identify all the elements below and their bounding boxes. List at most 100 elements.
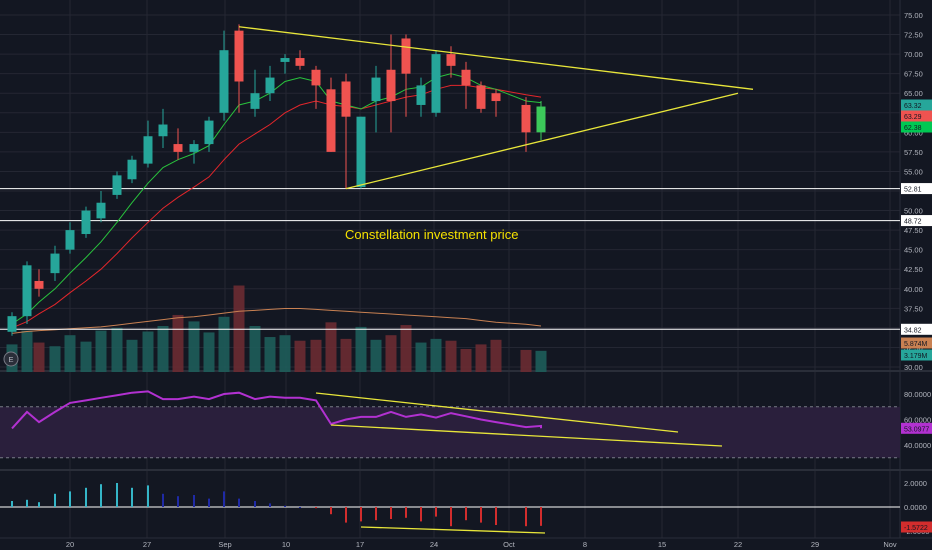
macd-histogram-bar [269, 503, 271, 507]
macd-panel [0, 483, 900, 534]
candle-body [491, 93, 501, 102]
candle-body [112, 175, 122, 195]
candle-body [204, 120, 214, 145]
volume-bar [370, 339, 382, 372]
macd-histogram-bar [177, 496, 179, 507]
macd-histogram-bar [100, 484, 102, 507]
volume-bar [264, 337, 276, 372]
candle-body [521, 104, 531, 133]
rsi-trendline-lower [330, 424, 723, 447]
candle-body [280, 58, 290, 62]
candle [536, 101, 546, 141]
badge-volume-ma-label: 5.874M [904, 341, 928, 348]
x-tick-label: 27 [143, 540, 151, 549]
price-tick-label: 42.50 [904, 265, 923, 274]
candle-body [341, 81, 351, 117]
earnings-marker-label: E [8, 355, 13, 364]
candle [158, 108, 168, 148]
candle [416, 77, 426, 117]
candle [189, 140, 199, 164]
badge-price-green [901, 121, 932, 133]
price-tick-label: 40.00 [904, 285, 923, 294]
candle [401, 34, 411, 117]
macd-histogram-bar [85, 487, 87, 507]
candle-body [50, 253, 60, 274]
volume-ma-line [11, 308, 542, 334]
candle [250, 69, 260, 117]
macd-histogram-bar [480, 507, 482, 523]
volume-bar [400, 325, 412, 372]
macd-histogram-bar [330, 507, 332, 515]
x-tick-label: 17 [356, 540, 364, 549]
macd-histogram-bar [26, 499, 28, 507]
candle-body [96, 202, 106, 219]
badge-level-2-label: 48.72 [904, 219, 922, 226]
macd-histogram-bar [131, 487, 133, 507]
volume-bar [111, 327, 123, 372]
rsi-panel [0, 390, 900, 459]
macd-tick-label: 0.0000 [904, 503, 927, 512]
earnings-marker[interactable] [3, 351, 19, 367]
volume-bar [475, 344, 487, 372]
candle-body [536, 106, 546, 133]
macd-histogram-bar [284, 505, 286, 507]
badge-level-1-label: 52.81 [904, 187, 922, 194]
volume-bar [218, 316, 230, 372]
candle [50, 245, 60, 281]
candle [491, 89, 501, 117]
badge-volume-label: 3.179M [904, 353, 928, 360]
macd-trendline [360, 526, 546, 534]
candle [386, 34, 396, 133]
badge-level-3-label: 34.82 [904, 327, 922, 334]
volume-bar [520, 349, 532, 372]
volume-bar [535, 350, 547, 372]
candle-body [446, 54, 456, 66]
badge-rsi-label: 53.0977 [904, 426, 929, 433]
annotation-text: Constellation investment price [345, 227, 518, 242]
volume-bar [415, 342, 427, 372]
macd-histogram-bar [11, 501, 13, 507]
macd-histogram-bar [525, 507, 527, 527]
volume-bar [385, 335, 397, 372]
candle-body [65, 230, 75, 250]
candle [143, 120, 153, 168]
macd-histogram-bar [465, 507, 467, 521]
volume-bar [142, 331, 154, 372]
candle-body [265, 77, 275, 94]
x-tick-label: 24 [430, 540, 438, 549]
volume-bar [430, 338, 442, 372]
macd-histogram-bar [375, 507, 377, 521]
candle-body [371, 77, 381, 102]
volume-bar [33, 342, 45, 372]
rsi-trendline-upper [315, 392, 679, 433]
price-tick-label: 70.00 [904, 50, 923, 59]
price-tick-label: 60.00 [904, 128, 923, 137]
candle [371, 65, 381, 133]
price-tick-label: 30.00 [904, 363, 923, 372]
candle-body [416, 85, 426, 105]
volume-bar [172, 314, 184, 372]
trendline [345, 92, 739, 190]
macd-histogram-bar [420, 507, 422, 522]
badge-price-down [901, 110, 932, 122]
candle [219, 30, 229, 121]
candle [356, 116, 366, 189]
badge-level-1 [901, 183, 932, 195]
x-tick-label: Sep [218, 540, 231, 549]
macd-histogram-bar [435, 507, 437, 517]
x-tick-label: Nov [883, 540, 897, 549]
badge-price-up [901, 99, 932, 111]
macd-histogram-bar [162, 493, 164, 507]
candle-body [7, 316, 17, 332]
candle-body [158, 124, 168, 137]
x-tick-label: 20 [66, 540, 74, 549]
badge-price-green-label: 62.38 [904, 125, 922, 132]
candle [34, 269, 44, 297]
badge-price-down-label: 63.29 [904, 114, 922, 121]
macd-histogram-bar [254, 501, 256, 507]
macd-histogram-bar [54, 493, 56, 507]
candle-body [234, 30, 244, 82]
price-tick-label: 57.50 [904, 148, 923, 157]
axes: 75.0072.5070.0067.5065.0062.5060.0057.50… [66, 11, 932, 549]
